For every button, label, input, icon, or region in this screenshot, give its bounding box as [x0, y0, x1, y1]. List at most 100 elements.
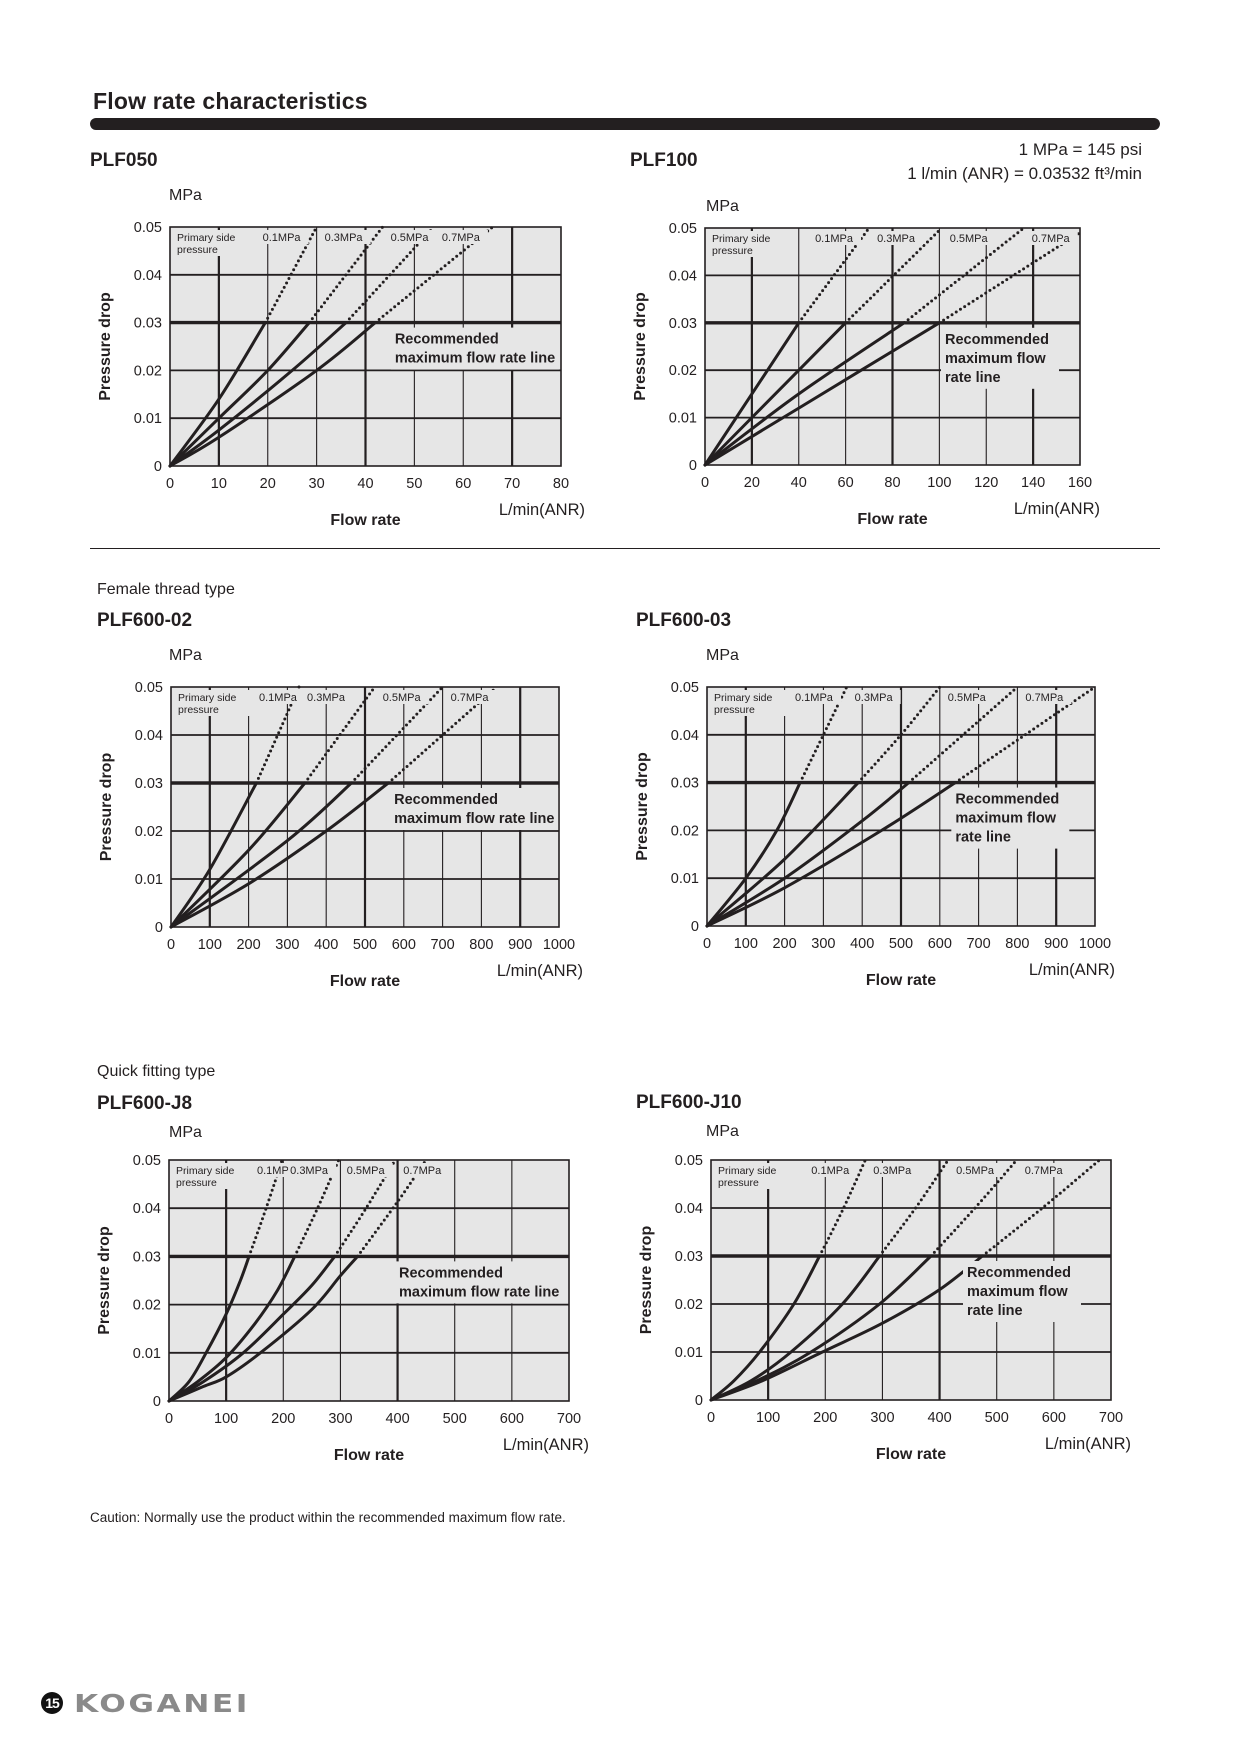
recommended-label: maximum flow	[945, 351, 1046, 367]
legend-title: pressure	[176, 1177, 217, 1189]
recommended-label: Recommended	[945, 332, 1049, 348]
series-label: 0.3MPa	[855, 692, 894, 704]
series-label-bg	[401, 1163, 450, 1177]
y-unit-label: MPa	[706, 1123, 739, 1140]
series-label-bg	[809, 1163, 858, 1177]
series-label-bg	[947, 231, 996, 245]
series-label: 0.5MPa	[383, 692, 422, 704]
series-label: 0.5MPa	[948, 692, 987, 704]
x-tick-label: 600	[500, 1411, 524, 1427]
x-tick-label: 100	[927, 475, 951, 491]
y-tick-label: 0	[691, 919, 699, 935]
plot-frame	[168, 1159, 570, 1402]
legend-title-bg	[708, 231, 786, 257]
x-tick-label: 80	[884, 475, 900, 491]
x-tick-label: 600	[392, 937, 416, 953]
x-tick-label: 60	[455, 476, 471, 492]
series-extension-0-1mpa	[797, 226, 871, 325]
x-tick-label: 600	[1042, 1410, 1066, 1426]
x-tick-label: 1000	[543, 937, 575, 953]
y-tick-label: 0.01	[133, 1346, 161, 1362]
x-tick-label: 400	[314, 937, 338, 953]
y-tick-label: 0	[695, 1393, 703, 1409]
series-line-0-1mpa	[169, 781, 258, 929]
x-tick-label: 300	[328, 1411, 352, 1427]
x-unit-label: L/min(ANR)	[1045, 1435, 1131, 1453]
y-tick-label: 0.03	[669, 316, 697, 332]
series-label: 0.7MPa	[1032, 233, 1071, 245]
y-tick-label: 0.01	[675, 1345, 703, 1361]
series-label: 0.1MPa	[795, 692, 834, 704]
series-label-bg	[380, 690, 429, 704]
x-tick-label: 200	[772, 936, 796, 952]
series-line-0-5mpa	[703, 321, 906, 467]
legend-title: Primary side	[178, 692, 237, 704]
series-label: 0.3MPa	[325, 232, 364, 244]
legend-title-bg	[714, 1163, 792, 1189]
series-label: 0.1MPa	[811, 1165, 850, 1177]
x-axis-title: Flow rate	[876, 1446, 946, 1463]
series-extension-0-3mpa	[856, 685, 942, 785]
series-extension-0-5mpa	[929, 1158, 1019, 1258]
series-label: 0.7MPa	[451, 692, 490, 704]
series-label-bg	[260, 230, 309, 244]
x-tick-label: 700	[1099, 1410, 1123, 1426]
x-tick-label: 300	[275, 937, 299, 953]
page-title: Flow rate characteristics	[93, 88, 368, 114]
legend-title-bg	[172, 1163, 250, 1189]
series-line-0-7mpa	[705, 781, 957, 928]
y-axis-title: Pressure drop	[638, 1226, 655, 1335]
x-tick-label: 800	[469, 937, 493, 953]
recommended-label: maximum flow rate line	[399, 1284, 559, 1300]
recommended-label: rate line	[945, 370, 1001, 386]
series-line-0-7mpa	[168, 321, 377, 468]
x-tick-label: 0	[165, 1411, 173, 1427]
series-label-bg	[793, 690, 841, 704]
x-tick-label: 800	[1005, 936, 1029, 952]
y-tick-label: 0.02	[671, 823, 699, 839]
x-tick-label: 100	[734, 936, 758, 952]
series-extension-0-7mpa	[980, 1158, 1102, 1258]
x-tick-label: 160	[1068, 475, 1092, 491]
y-unit-label: MPa	[706, 647, 739, 664]
y-tick-label: 0	[155, 920, 163, 936]
series-label: 0.3MPa	[873, 1165, 912, 1177]
x-tick-label: 300	[811, 936, 835, 952]
x-tick-label: 100	[198, 937, 222, 953]
series-extension-0-1mpa	[798, 685, 849, 785]
x-unit-label: L/min(ANR)	[1014, 500, 1100, 518]
y-axis-title: Pressure drop	[96, 1226, 113, 1335]
series-line-0-5mpa	[705, 781, 911, 928]
y-tick-label: 0.05	[675, 1153, 703, 1169]
x-tick-label: 120	[974, 475, 998, 491]
x-tick-label: 400	[927, 1410, 951, 1426]
series-extension-0-7mpa	[937, 231, 1082, 325]
recommended-label: maximum flow rate line	[395, 351, 555, 367]
series-line-0-5mpa	[169, 781, 353, 929]
x-tick-label: 60	[838, 475, 854, 491]
series-label-bg	[257, 690, 305, 704]
series-line-0-3mpa	[167, 1254, 297, 1403]
series-label-bg	[945, 690, 994, 704]
x-tick-label: 0	[701, 475, 709, 491]
y-tick-label: 0.02	[675, 1297, 703, 1313]
series-line-0-5mpa	[167, 1254, 337, 1403]
x-tick-label: 700	[430, 937, 454, 953]
x-unit-label: L/min(ANR)	[1029, 961, 1115, 979]
legend-title-bg	[174, 690, 252, 716]
legend-title-bg	[710, 690, 788, 716]
y-tick-label: 0.04	[671, 728, 699, 744]
chart-title-plf600-j10: PLF600-J10	[636, 1092, 742, 1113]
x-tick-label: 200	[813, 1410, 837, 1426]
series-label: 0.5MPa	[950, 233, 989, 245]
series-extension-0-7mpa	[953, 685, 1097, 785]
series-label: 0.1MPa	[259, 692, 298, 704]
series-label: 0.3MPa	[877, 233, 916, 245]
x-tick-label: 400	[850, 936, 874, 952]
series-line-0-7mpa	[167, 1254, 360, 1403]
series-label: 0.7MPa	[403, 1165, 442, 1177]
series-label-bg	[1023, 690, 1072, 704]
